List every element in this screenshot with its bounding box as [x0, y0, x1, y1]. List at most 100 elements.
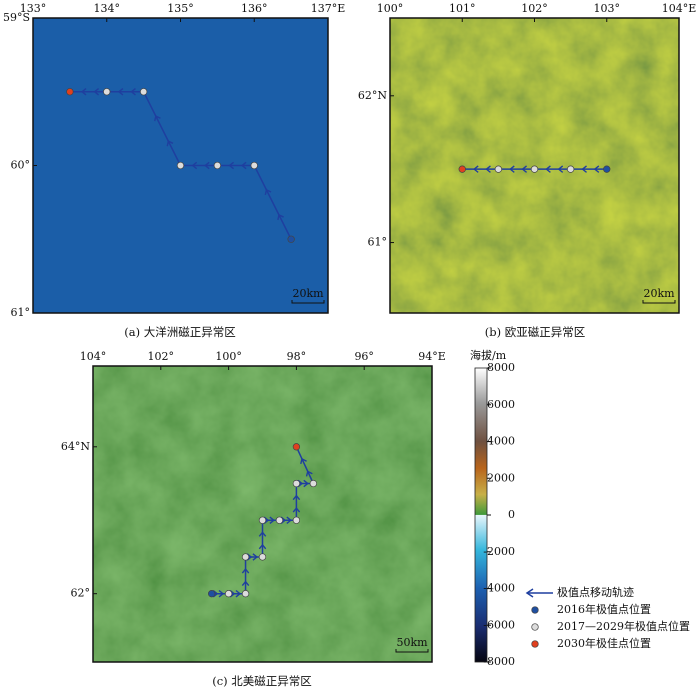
legend-track-arrow	[525, 588, 534, 598]
legend-label: 2016年极值点位置	[557, 602, 651, 616]
panel-caption: (a) 大洋洲磁正异常区	[124, 325, 235, 339]
track-arrow	[292, 494, 301, 501]
track-arrow	[117, 88, 124, 96]
track-arrow	[557, 165, 564, 173]
x-tick-label: 133°	[20, 2, 47, 15]
land-texture	[93, 366, 432, 662]
x-tick-label: 104°E	[662, 2, 697, 15]
track	[458, 165, 611, 173]
x-tick-label: 134°	[94, 2, 121, 15]
y-tick-label: 62°N	[358, 89, 387, 102]
track-arrow	[509, 165, 515, 173]
x-tick-label: 137°E	[311, 2, 346, 15]
mid-point	[530, 165, 539, 173]
track-arrow	[130, 88, 136, 96]
x-tick-label: 102°	[521, 2, 548, 15]
y-tick-label: 61°	[368, 236, 388, 249]
legend-marker	[531, 606, 539, 614]
y-tick-label: 64°N	[61, 440, 90, 453]
start-point	[207, 590, 216, 598]
track-arrow	[545, 165, 551, 173]
legend-label: 2030年极佳点位置	[557, 636, 651, 650]
colorbar-title: 海拔/m	[470, 348, 507, 362]
track-arrow	[485, 165, 491, 173]
track-arrow	[191, 161, 198, 170]
start-point	[603, 165, 611, 173]
y-tick-label: 59°S	[3, 11, 30, 24]
track-arrow	[264, 188, 272, 195]
x-tick-label: 96°	[354, 350, 374, 363]
track-arrow	[252, 553, 259, 561]
track-arrow	[521, 165, 528, 173]
mid-point	[494, 165, 503, 173]
end-point	[66, 88, 74, 96]
track-arrow	[473, 165, 479, 173]
mid-point	[224, 590, 233, 598]
colorbar-label: 0	[508, 508, 515, 521]
track-arrow	[235, 589, 242, 598]
y-tick-label: 60°	[11, 159, 31, 172]
x-tick-label: 103°	[594, 2, 621, 15]
end-point	[458, 165, 466, 173]
start-point	[287, 235, 295, 243]
track-arrow	[286, 516, 292, 524]
track-arrow	[228, 161, 234, 170]
track-arrow	[269, 516, 275, 524]
panel-caption: (b) 欧亚磁正异常区	[485, 325, 586, 339]
mid-point	[292, 516, 301, 524]
track-arrow	[258, 543, 267, 550]
scale-bar	[642, 300, 676, 304]
track-arrow	[277, 213, 284, 221]
x-tick-label: 94°E	[418, 350, 446, 363]
scale-bar	[395, 649, 429, 653]
legend-marker	[531, 623, 539, 631]
x-tick-label: 135°	[167, 2, 194, 15]
colorbar-label: 6000	[487, 398, 515, 411]
y-tick-label: 62°	[71, 587, 91, 600]
land-texture	[390, 18, 679, 313]
mid-point	[258, 553, 267, 561]
mid-point	[275, 516, 284, 524]
track-arrow	[80, 88, 87, 96]
track-arrow	[303, 479, 309, 488]
mid-point	[250, 161, 258, 170]
x-tick-label: 136°	[241, 2, 268, 15]
mid-point	[103, 88, 111, 96]
track-arrow	[305, 470, 313, 477]
y-tick-label: 61°	[11, 306, 31, 319]
track	[207, 443, 318, 598]
mid-point	[566, 165, 575, 173]
track-arrow	[258, 531, 267, 537]
legend-label: 极值点移动轨迹	[557, 585, 634, 599]
legend-label: 2017—2029年极值点位置	[557, 619, 690, 633]
mid-point	[292, 479, 301, 488]
scale-label: 20km	[643, 287, 675, 300]
panel-caption: (c) 北美磁正异常区	[212, 674, 312, 688]
track-arrow	[241, 567, 250, 574]
mid-point	[213, 161, 222, 170]
mid-point	[176, 161, 185, 170]
scale-bar	[291, 300, 325, 304]
scale-label: 20km	[292, 287, 324, 300]
track-arrow	[292, 507, 301, 513]
colorbar-label: -6000	[483, 618, 515, 631]
colorbar-label: -4000	[483, 582, 515, 595]
track-arrow	[300, 457, 307, 465]
colorbar-label: -2000	[483, 545, 515, 558]
track	[66, 88, 295, 243]
end-point	[292, 443, 301, 451]
track-arrow	[581, 165, 587, 173]
track-arrow	[218, 589, 225, 598]
x-tick-label: 98°	[287, 350, 307, 363]
track-arrow	[154, 115, 161, 122]
colorbar-label: 2000	[487, 471, 515, 484]
mid-point	[258, 516, 267, 524]
track-arrow	[166, 140, 174, 147]
colorbar-label: 4000	[487, 435, 515, 448]
track-arrow	[593, 165, 600, 173]
scale-label: 50km	[396, 636, 428, 649]
x-tick-label: 101°	[449, 2, 476, 15]
track-arrow	[93, 88, 100, 96]
legend-marker	[531, 640, 539, 648]
mid-point	[241, 553, 250, 561]
